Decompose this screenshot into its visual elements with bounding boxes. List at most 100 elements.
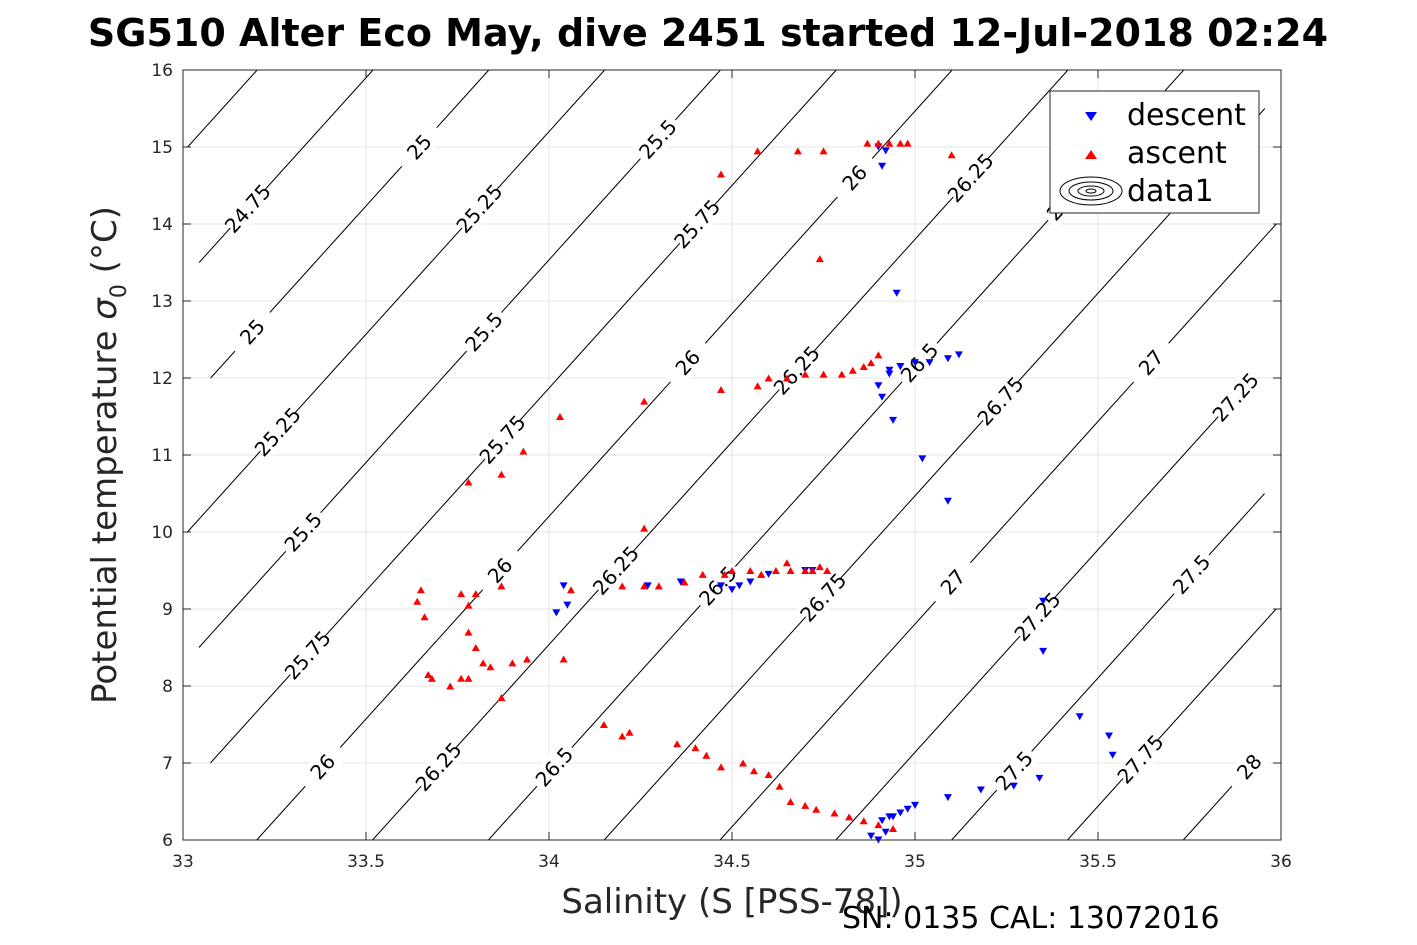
ascent-point	[874, 821, 883, 829]
contour-label-bg	[1011, 589, 1064, 645]
ascent-point	[815, 255, 824, 263]
descent-point	[881, 147, 890, 155]
ascent-point	[446, 682, 455, 690]
ascent-point	[775, 782, 784, 790]
ascent-point	[863, 139, 872, 147]
ascent-point	[848, 366, 857, 374]
ascent-point	[497, 582, 506, 590]
ascent-point	[497, 470, 506, 478]
ascent-point	[728, 567, 736, 574]
ascent-point	[782, 374, 791, 382]
y-axis-label-unit: (°C)	[85, 206, 125, 284]
ascent-point	[947, 151, 956, 159]
contour-label-bg	[770, 342, 824, 398]
ascent-point	[786, 567, 795, 574]
ascent-point	[420, 613, 429, 621]
x-axis-label: Salinity (S [PSS-78])	[561, 882, 902, 922]
ascent-point	[618, 582, 627, 590]
ascent-point	[837, 370, 846, 378]
isopycnal-line	[198, 69, 374, 263]
x-tick-label: 35.5	[1079, 852, 1117, 872]
contour-label-bg	[893, 335, 946, 390]
x-tick-label: 36	[1270, 852, 1292, 872]
y-tick-label: 12	[151, 369, 173, 389]
contour-label-bg	[392, 119, 446, 175]
descent-point	[559, 582, 568, 590]
ascent-point	[717, 170, 726, 178]
descent-point	[889, 416, 898, 424]
data-markers	[413, 139, 1117, 844]
ascent-point	[738, 759, 747, 767]
ascent-point	[424, 670, 433, 678]
descent-point	[1108, 751, 1117, 759]
legend-box	[1049, 90, 1260, 214]
contour-label-bg	[1223, 739, 1276, 795]
serial-calibration-footer: SN: 0135 CAL: 13072016	[842, 901, 1220, 936]
ascent-point	[640, 582, 649, 590]
ascent-point	[486, 663, 495, 671]
ascent-point	[416, 586, 425, 594]
y-tick-label: 8	[162, 677, 173, 697]
ascent-point	[457, 674, 466, 682]
descent-point	[1035, 774, 1044, 782]
legend-ascent-label: ascent	[1127, 136, 1227, 171]
isopycnal-line	[372, 69, 1069, 841]
x-tick-label: 35	[904, 852, 926, 872]
y-tick-label: 15	[151, 138, 173, 158]
ascent-point	[464, 628, 473, 636]
y-axis-label: Potential temperature σ0 (°C)	[85, 206, 132, 704]
ascent-point	[819, 147, 828, 155]
ascent-point	[801, 567, 810, 574]
descent-point	[918, 455, 927, 463]
ascent-point	[523, 655, 532, 663]
contour-label-bg	[944, 150, 997, 206]
ascent-point	[654, 582, 663, 590]
ascent-point	[427, 674, 436, 682]
contour-label-bg	[670, 196, 724, 252]
ascent-point	[749, 767, 758, 775]
legend-data1-label: data1	[1127, 174, 1214, 209]
x-tick-label: 34.5	[713, 852, 751, 872]
ascent-point	[753, 382, 762, 390]
descent-point	[878, 817, 887, 825]
ascent-point	[457, 590, 466, 598]
contour-label-bg	[987, 743, 1041, 799]
ascent-point	[793, 147, 802, 155]
contour-label-bg	[974, 373, 1027, 429]
descent-point	[878, 162, 887, 170]
contour-label-bg	[221, 181, 275, 236]
contour-label-bg	[661, 335, 715, 390]
ascent-point	[874, 139, 883, 147]
contour-label-bg	[251, 404, 305, 460]
descent-point	[925, 359, 934, 367]
ascent-point	[859, 362, 868, 370]
contour-label-bg	[631, 111, 685, 167]
ascent-point	[771, 567, 780, 574]
descent-point	[552, 609, 561, 617]
ascent-point	[566, 586, 575, 594]
ascent-point	[812, 805, 821, 813]
ascent-point	[555, 413, 564, 420]
descent-point	[643, 582, 652, 590]
legend-contour-icon	[1059, 176, 1123, 206]
contour-label-bg	[296, 739, 350, 795]
contour-label-bg	[1124, 335, 1178, 390]
ascent-point	[889, 824, 898, 832]
descent-point	[911, 801, 919, 809]
y-tick-label: 6	[162, 831, 173, 851]
descent-point	[1039, 647, 1048, 655]
contour-label-bg	[589, 543, 643, 598]
descent-point	[976, 786, 985, 794]
ascent-point	[508, 659, 517, 667]
contour-label-bg	[1114, 731, 1167, 787]
descent-point	[889, 813, 898, 821]
ascent-point	[519, 447, 528, 455]
ascent-point	[753, 147, 762, 155]
contour-label-bg	[281, 627, 335, 683]
ascent-point	[885, 139, 894, 147]
contour-label-bg	[528, 739, 581, 795]
y-tick-label: 14	[151, 215, 173, 235]
ascent-point	[625, 728, 634, 736]
descent-point	[954, 351, 963, 359]
legend-descent-label: descent	[1127, 98, 1246, 133]
